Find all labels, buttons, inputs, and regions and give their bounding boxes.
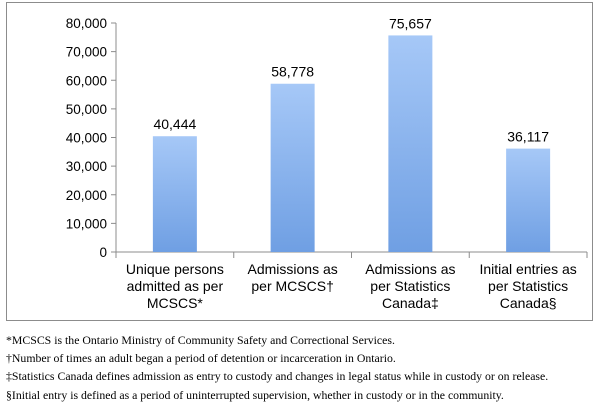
y-tick-label: 70,000 [66,45,107,60]
x-category-label-line: Admissions as [247,261,337,277]
footnotes: *MCSCS is the Ontario Ministry of Commun… [6,331,596,404]
y-tick-label: 0 [99,245,107,260]
x-category-label: Admissions as per MCSCS† [247,261,337,294]
bar [388,35,433,252]
x-category-label: Admissions as per Statistics Canada‡ [365,261,455,311]
footnote-admissions-mcscs: †Number of times an adult began a period… [6,351,396,366]
bar [506,148,551,252]
data-label: 58,778 [271,64,314,80]
footnote-mcscs: *MCSCS is the Ontario Ministry of Commun… [6,333,395,347]
x-category-label-line: MCSCS* [147,295,204,311]
x-category-label: Initial entries as per Statistics Canada§ [479,261,576,311]
x-category-label: Unique persons admitted as per MCSCS* [126,261,224,311]
x-category-label-line: Canada‡ [382,295,439,311]
data-label: 40,444 [153,116,196,132]
x-category-label-line: Initial entries as [479,261,576,277]
y-tick-label: 60,000 [66,73,107,88]
x-category-label-line: Canada§ [500,295,557,311]
bar-chart: 0 10,000 20,000 30,000 40,000 50,000 60,000 70,… [66,15,588,311]
x-category-label-line: Admissions as [365,261,455,277]
footnote-initial-entries: §Initial entry is defined as a period of… [6,387,504,402]
x-category-label-line: Unique persons [126,261,224,277]
x-category-label-line: per Statistics [488,278,568,294]
chart-frame: 0 10,000 20,000 30,000 40,000 50,000 60,000 70,… [6,2,593,321]
y-tick-label: 10,000 [66,216,107,231]
y-tick-label: 20,000 [66,188,107,203]
y-tick-label: 30,000 [66,159,107,174]
x-category-label-line: per Statistics [370,278,450,294]
x-category-label-line: admitted as per [127,278,224,294]
y-tick-label: 80,000 [66,16,107,31]
x-category-label-line: per MCSCS† [251,278,333,294]
y-tick-label: 50,000 [66,102,107,117]
bar [270,83,315,252]
bar [152,136,197,252]
labels: 40,444 Unique persons admitted as per MCSCS… [126,15,577,311]
bars [152,35,551,252]
axes: 0 10,000 20,000 30,000 40,000 50,000 60,000 70,… [66,16,588,260]
y-tick-label: 40,000 [66,131,107,146]
footnote-admissions-statcan: ‡Statistics Canada defines admission as … [6,369,549,384]
data-label: 75,657 [389,15,432,31]
data-label: 36,117 [507,129,549,145]
